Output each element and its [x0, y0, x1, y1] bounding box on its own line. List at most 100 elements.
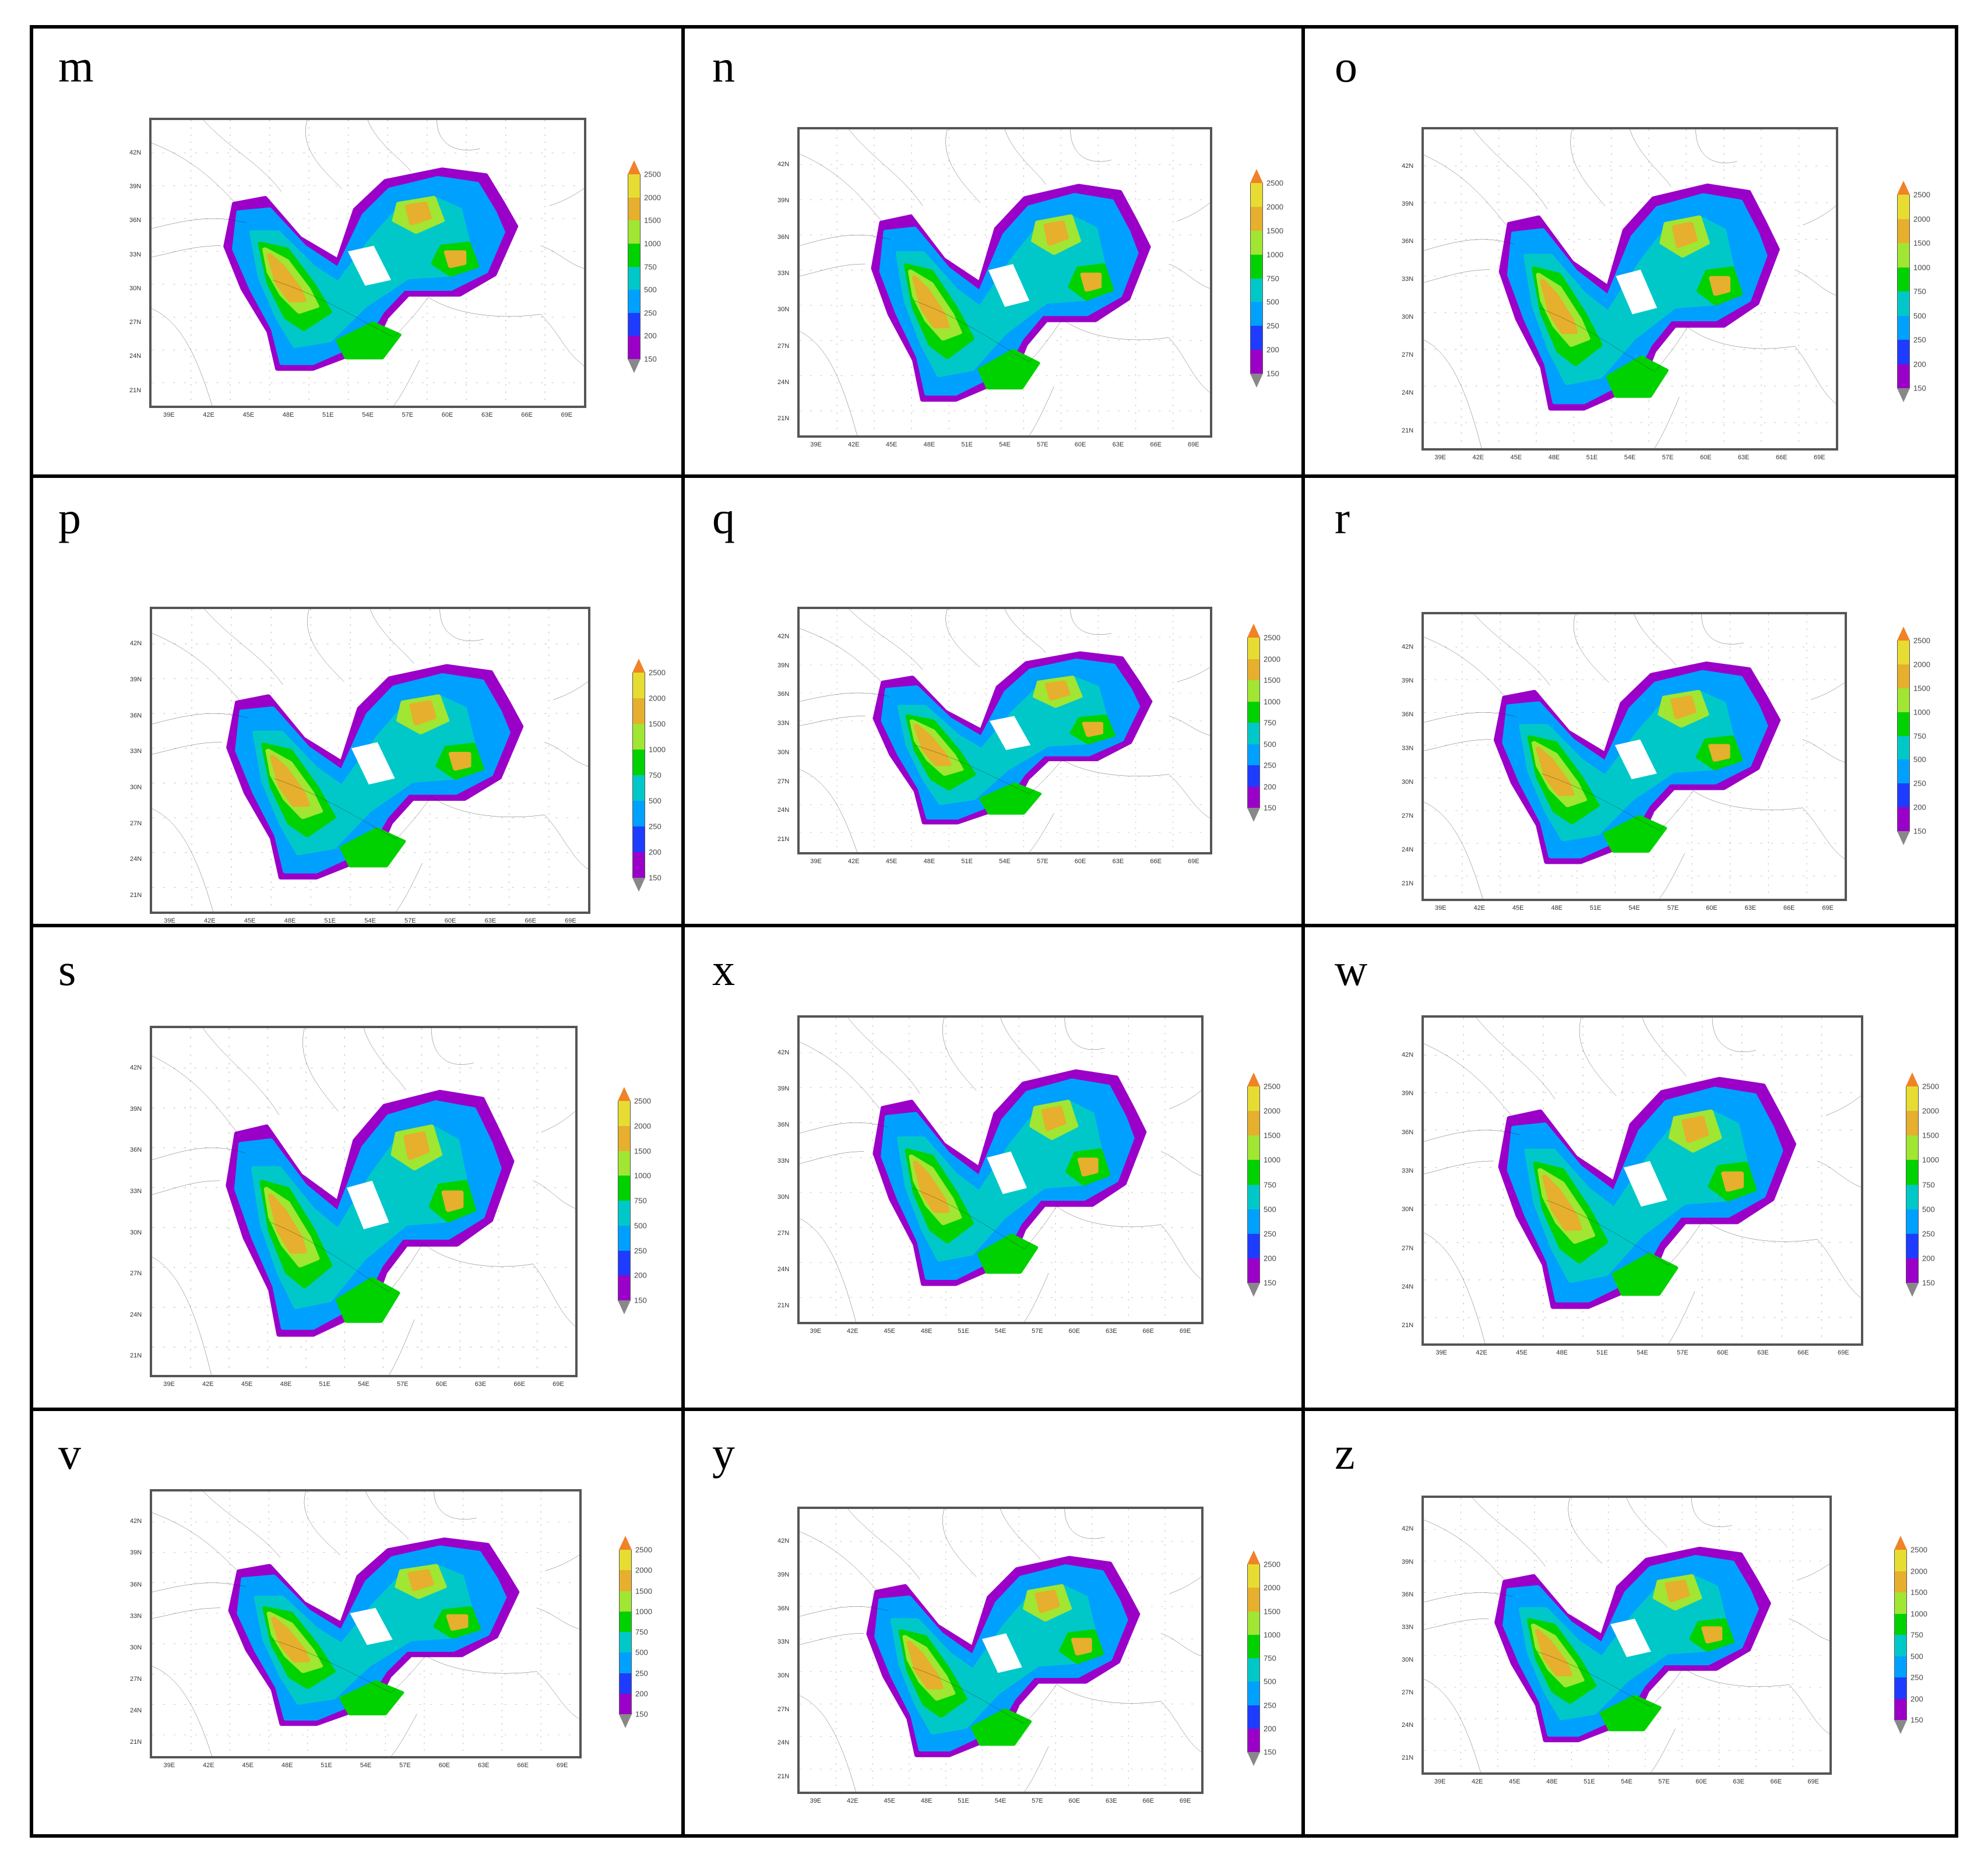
- colorbar-label: 1500: [649, 719, 666, 729]
- colorbar-label: 200: [634, 1271, 647, 1280]
- contour-field: [1424, 1498, 1829, 1772]
- colorbar-segment: [1906, 1209, 1919, 1234]
- y-tick-label: 33N: [129, 251, 142, 258]
- colorbar-label: 2500: [1913, 190, 1930, 199]
- map-plot-p: 42N 39N 36N 33N 30N 27N 24N 21N 39E 42E 45E 48E 51E 5…: [130, 607, 590, 924]
- colorbar-label: 500: [1264, 740, 1276, 748]
- panel-label: y: [712, 1428, 735, 1479]
- x-tick-label: 48E: [284, 917, 296, 924]
- x-tick-label: 45E: [1509, 1778, 1521, 1785]
- colorbar-segment: [632, 852, 645, 878]
- map-frame: [797, 127, 1212, 438]
- x-tick-label: 48E: [281, 1762, 293, 1769]
- colorbar-segment: [1897, 340, 1910, 364]
- colorbar-label: 1500: [1922, 1131, 1939, 1140]
- colorbar-segment: [1247, 1728, 1260, 1753]
- colorbar-segment: [1894, 1677, 1907, 1699]
- x-tick-label: 39E: [1435, 1349, 1447, 1356]
- x-tick-label: 57E: [404, 917, 416, 924]
- colorbar-segment: [618, 1225, 631, 1251]
- x-tick-label: 69E: [1822, 905, 1834, 912]
- colorbar-label: 1000: [1266, 250, 1283, 259]
- y-tick-label: 39N: [777, 1571, 790, 1578]
- colorbar-segment: [1250, 230, 1263, 255]
- x-tick-label: 45E: [242, 411, 255, 418]
- x-tick-label: 45E: [1510, 454, 1522, 461]
- x-tick-label: 39E: [810, 858, 822, 865]
- row-divider: [30, 1408, 1958, 1411]
- colorbar-segment: [1247, 1611, 1260, 1635]
- colorbar-label: 2500: [1913, 636, 1930, 645]
- x-tick-label: 45E: [241, 1381, 253, 1388]
- x-tick-label: 66E: [521, 411, 533, 418]
- colorbar-q: 2500 2000 1500 1000 750 500 250 200 150: [1247, 624, 1280, 822]
- colorbar-segment: [1897, 219, 1910, 244]
- y-tick-label: 33N: [777, 1157, 790, 1165]
- panel-label: x: [712, 944, 735, 995]
- colorbar-label: 1500: [1913, 684, 1930, 693]
- panel-label: p: [58, 492, 81, 543]
- colorbar-v: 2500 2000 1500 1000 750 500 250 200 150: [619, 1536, 652, 1728]
- panel-label: q: [712, 492, 735, 543]
- colorbar-min-arrow-icon: [618, 1300, 631, 1314]
- colorbar-label: 2000: [649, 694, 666, 703]
- colorbar-label: 1500: [634, 1146, 651, 1155]
- y-tick-label: 30N: [777, 748, 790, 756]
- colorbar-label: 250: [1913, 335, 1926, 344]
- colorbar-segment: [632, 724, 645, 750]
- panel-label: z: [1335, 1428, 1355, 1479]
- colorbar-label: 750: [1913, 731, 1926, 740]
- colorbar-label: 250: [1913, 779, 1926, 788]
- x-tick-label: 57E: [1658, 1778, 1670, 1785]
- y-tick-label: 42N: [130, 1518, 142, 1525]
- colorbar-s: 2500 2000 1500 1000 750 500 250 200 150: [618, 1087, 651, 1314]
- colorbar-label: 2000: [1913, 214, 1930, 223]
- colorbar-segment: [1247, 1658, 1260, 1682]
- x-tick-label: 42E: [203, 411, 214, 418]
- colorbar-label: 200: [644, 331, 657, 340]
- colorbar-o: 2500 2000 1500 1000 750 500 250 200 150: [1897, 181, 1930, 402]
- y-tick-label: 27N: [777, 1705, 790, 1713]
- x-tick-label: 39E: [163, 1762, 175, 1769]
- map-plot-r: 42N 39N 36N 33N 30N 27N 24N 21N 39E 42E 45E 48E 51E 5…: [1402, 612, 1847, 912]
- x-tick-label: 51E: [1589, 905, 1602, 912]
- colorbar-x: 2500 2000 1500 1000 750 500 250 200 150: [1247, 1072, 1280, 1297]
- colorbar-label: 1500: [1264, 1607, 1280, 1616]
- colorbar-segment: [618, 1250, 631, 1276]
- y-tick-label: 30N: [777, 306, 790, 314]
- colorbar-segment: [1897, 315, 1910, 340]
- colorbar-segment: [618, 1151, 631, 1176]
- row-divider: [30, 474, 1958, 478]
- y-tick-label: 21N: [777, 1772, 790, 1780]
- y-tick-label: 30N: [1402, 778, 1414, 786]
- y-tick-label: 42N: [1402, 643, 1414, 650]
- colorbar-label: 500: [1922, 1205, 1935, 1214]
- colorbar-label: 1000: [1264, 1155, 1280, 1165]
- colorbar-segment: [1894, 1635, 1907, 1656]
- x-tick-label: 48E: [1548, 454, 1560, 461]
- y-tick-label: 24N: [129, 353, 142, 360]
- x-tick-label: 57E: [1036, 858, 1048, 865]
- x-tick-label: 69E: [553, 1381, 564, 1388]
- y-tick-label: 24N: [1402, 389, 1414, 397]
- x-tick-label: 69E: [1179, 1797, 1191, 1804]
- y-tick-label: 36N: [1402, 1591, 1414, 1598]
- colorbar-label: 2500: [649, 668, 666, 677]
- y-tick-label: 24N: [1402, 846, 1414, 853]
- x-tick-label: 66E: [1150, 858, 1162, 865]
- y-tick-label: 39N: [1402, 1090, 1414, 1097]
- y-tick-label: 24N: [130, 856, 142, 863]
- contour-field: [152, 1491, 579, 1756]
- y-tick-label: 39N: [1402, 1558, 1414, 1566]
- colorbar-label: 500: [649, 796, 662, 805]
- map-plot-q: 42N 39N 36N 33N 30N 27N 24N 21N 39E 42E 45E 48E 51E 5…: [777, 607, 1212, 865]
- colorbar-segment: [1250, 326, 1263, 350]
- colorbar-segment: [1247, 744, 1260, 766]
- y-tick-label: 21N: [130, 1352, 142, 1360]
- colorbar-label: 500: [644, 285, 657, 294]
- colorbar-label: 150: [1913, 826, 1926, 836]
- y-tick-label: 27N: [777, 342, 790, 350]
- colorbar-segment: [1247, 1705, 1260, 1729]
- x-tick-label: 60E: [1074, 858, 1086, 865]
- y-tick-label: 30N: [1402, 1656, 1414, 1663]
